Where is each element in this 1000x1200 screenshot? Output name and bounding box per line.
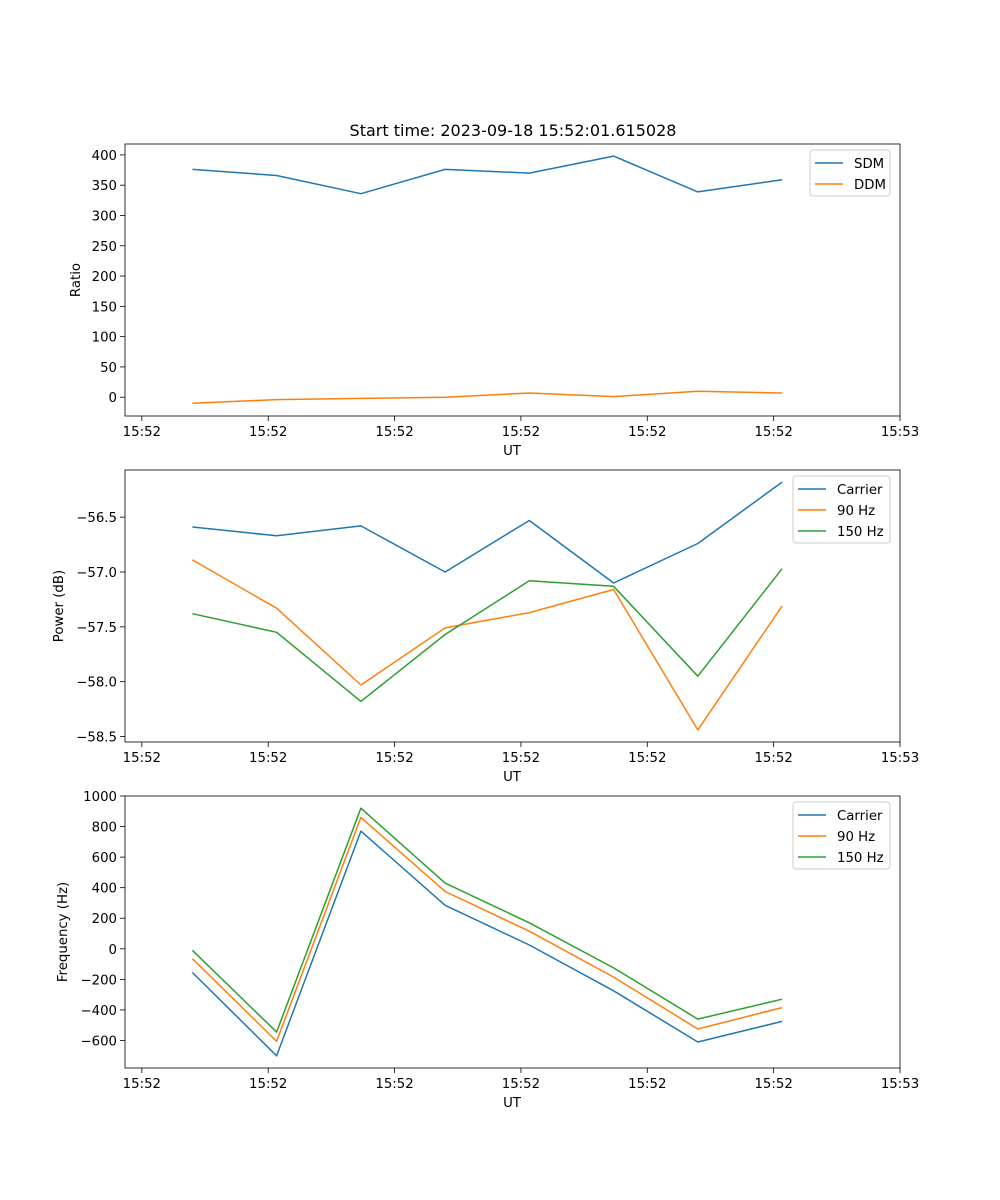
y-tick-label: −57.5 bbox=[76, 621, 117, 636]
series-line-150-hz bbox=[192, 568, 783, 703]
series-line-sdm bbox=[192, 155, 783, 195]
x-tick-label: 15:52 bbox=[249, 1077, 287, 1092]
series-line-90-hz bbox=[192, 559, 783, 731]
x-axis-label: UT bbox=[503, 444, 522, 459]
legend-label: 90 Hz bbox=[837, 504, 875, 519]
x-tick-label: 15:52 bbox=[628, 425, 666, 440]
series-line-150-hz bbox=[191, 807, 783, 1033]
x-tick-label: 15:52 bbox=[754, 1077, 792, 1092]
y-tick-label: 800 bbox=[92, 821, 117, 836]
y-axis-label: Power (dB) bbox=[52, 570, 67, 642]
x-tick-label: 15:53 bbox=[881, 1077, 919, 1092]
y-tick-label: 50 bbox=[100, 361, 117, 376]
y-tick-label: −200 bbox=[80, 973, 117, 988]
series-line-carrier bbox=[191, 830, 783, 1057]
axes-frame bbox=[124, 143, 901, 417]
legend: Carrier 90 Hz 150 Hz bbox=[792, 801, 891, 870]
axes-frame bbox=[124, 795, 901, 1069]
axes-frame bbox=[124, 469, 901, 743]
y-tick-label: −600 bbox=[80, 1034, 117, 1049]
legend-label: Carrier bbox=[837, 809, 883, 824]
legend: Carrier 90 Hz 150 Hz bbox=[792, 475, 891, 544]
y-tick-label: 100 bbox=[92, 331, 117, 346]
y-tick-label: −56.5 bbox=[76, 511, 117, 526]
legend: SDM DDM bbox=[809, 149, 891, 197]
series-line-carrier bbox=[192, 481, 783, 584]
y-tick-label: −57.0 bbox=[76, 566, 117, 581]
x-tick-label: 15:52 bbox=[123, 1077, 161, 1092]
x-tick-label: 15:52 bbox=[375, 425, 413, 440]
y-tick-label: 250 bbox=[92, 240, 117, 255]
x-tick-label: 15:52 bbox=[249, 425, 287, 440]
y-tick-label: 400 bbox=[92, 882, 117, 897]
legend-label: 150 Hz bbox=[837, 525, 884, 540]
series-line-ddm bbox=[192, 390, 783, 405]
x-axis-label: UT bbox=[503, 770, 522, 785]
subplot-2: 15:52 15:52 15:52 15:52 15:52 15:52 15:53 −58.5… bbox=[52, 469, 919, 785]
legend-frame bbox=[792, 475, 891, 544]
x-tick-label: 15:52 bbox=[249, 751, 287, 766]
y-tick-label: 0 bbox=[109, 391, 117, 406]
x-tick-label: 15:52 bbox=[502, 1077, 540, 1092]
y-axis-label: Ratio bbox=[69, 263, 84, 297]
legend-label: SDM bbox=[854, 157, 884, 172]
x-tick-label: 15:53 bbox=[881, 751, 919, 766]
y-tick-label: 300 bbox=[92, 209, 117, 224]
x-axis-label: UT bbox=[503, 1096, 522, 1111]
x-tick-label: 15:52 bbox=[754, 425, 792, 440]
x-tick-label: 15:52 bbox=[502, 751, 540, 766]
y-tick-label: −400 bbox=[80, 1004, 117, 1019]
y-tick-label: 1000 bbox=[83, 790, 117, 805]
panels: 15:52 15:52 15:52 15:52 15:52 15:52 15:53 0 50 10… bbox=[52, 143, 919, 1111]
x-tick-label: 15:52 bbox=[754, 751, 792, 766]
x-tick-label: 15:52 bbox=[628, 1077, 666, 1092]
figure-title: Start time: 2023-09-18 15:52:01.615028 bbox=[350, 121, 677, 140]
y-tick-label: 400 bbox=[92, 149, 117, 164]
x-tick-label: 15:52 bbox=[123, 425, 161, 440]
x-tick-label: 15:53 bbox=[881, 425, 919, 440]
y-tick-label: 350 bbox=[92, 179, 117, 194]
y-tick-label: −58.0 bbox=[76, 676, 117, 691]
y-tick-label: 0 bbox=[109, 943, 117, 958]
x-tick-label: 15:52 bbox=[123, 751, 161, 766]
x-tick-label: 15:52 bbox=[375, 751, 413, 766]
x-tick-label: 15:52 bbox=[502, 425, 540, 440]
legend-frame bbox=[792, 801, 891, 870]
legend-label: 150 Hz bbox=[837, 851, 884, 866]
x-tick-label: 15:52 bbox=[628, 751, 666, 766]
subplot-3: 15:52 15:52 15:52 15:52 15:52 15:52 15:53 −600 −… bbox=[56, 790, 919, 1111]
y-tick-label: 200 bbox=[92, 912, 117, 927]
series-line-90-hz bbox=[191, 816, 783, 1043]
y-tick-label: 150 bbox=[92, 300, 117, 315]
subplot-1: 15:52 15:52 15:52 15:52 15:52 15:52 15:53 0 50 10… bbox=[69, 143, 919, 459]
y-tick-label: 600 bbox=[92, 851, 117, 866]
legend-label: Carrier bbox=[837, 483, 883, 498]
x-tick-label: 15:52 bbox=[375, 1077, 413, 1092]
y-tick-label: −58.5 bbox=[76, 731, 117, 746]
y-axis-label: Frequency (Hz) bbox=[56, 882, 71, 982]
legend-label: 90 Hz bbox=[837, 830, 875, 845]
legend-label: DDM bbox=[854, 178, 886, 193]
y-tick-label: 200 bbox=[92, 270, 117, 285]
